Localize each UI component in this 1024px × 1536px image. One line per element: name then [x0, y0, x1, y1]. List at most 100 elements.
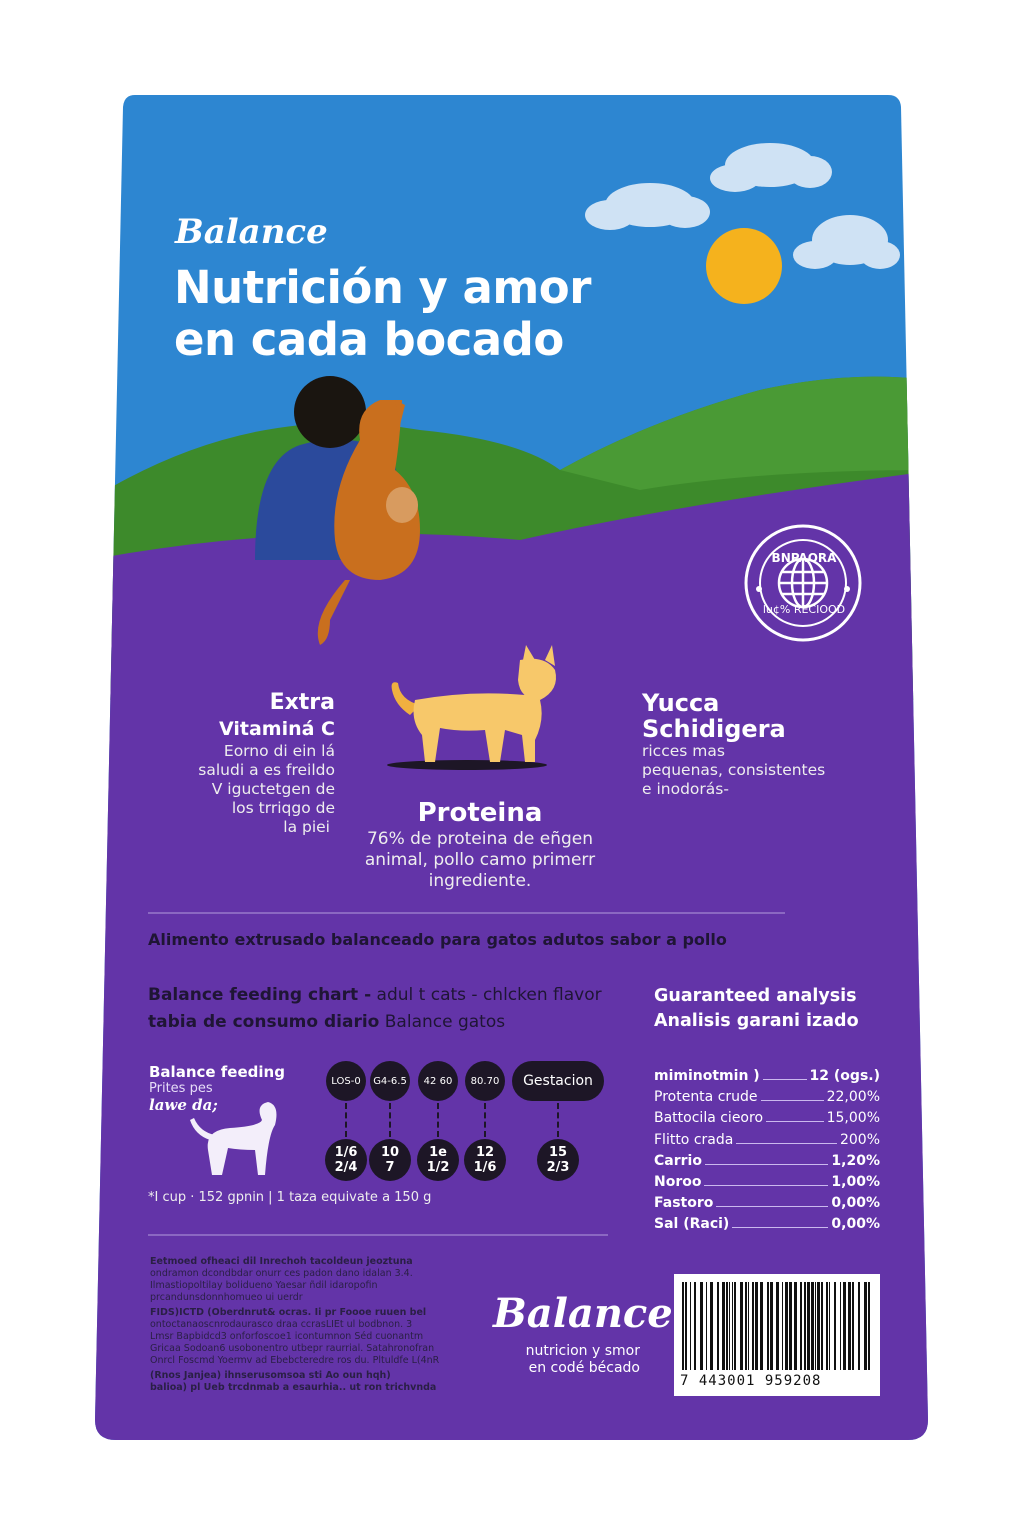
- sun-icon: [706, 228, 782, 304]
- feeding-subtitle-rest: Balance gatos: [379, 1012, 506, 1032]
- barcode-bar: [826, 1282, 828, 1370]
- tagline-line: en codé bécado: [528, 1360, 640, 1376]
- analysis-label: Carrio: [654, 1152, 702, 1169]
- footer-tagline: nutricion y smor en codé bécado: [500, 1343, 640, 1377]
- analysis-title-es: Analisis garani izado: [654, 1011, 859, 1031]
- connector-line: [389, 1103, 391, 1137]
- leader-line: [762, 1079, 807, 1080]
- analysis-value: 12 (ogs.): [809, 1068, 880, 1084]
- analysis-label: Protenta crude: [654, 1089, 758, 1106]
- fine-print-line: ontoctanaoscnrodaurasco draa ccrasLIEt u…: [150, 1319, 413, 1330]
- cat-silhouette-icon: [190, 1102, 277, 1175]
- barcode-bar: [732, 1282, 733, 1370]
- fine-print-line: Gricaa Sodoan6 usobonentro utbepr raurri…: [150, 1343, 435, 1354]
- barcode-bar: [734, 1282, 736, 1370]
- barcode-bar: [789, 1282, 792, 1370]
- feature-text: 76% de proteina de eñgen: [366, 829, 593, 849]
- barcode-bar: [804, 1282, 806, 1370]
- leader-line: [704, 1163, 829, 1165]
- barcode-bar: [864, 1282, 867, 1370]
- weight-badge: 42 60: [418, 1061, 458, 1101]
- amount-line: 2/4: [334, 1160, 358, 1175]
- feeding-title-bold: Balance feeding chart -: [148, 985, 372, 1005]
- feature-text: animal, pollo camo primerr: [364, 850, 596, 870]
- barcode-bar: [811, 1282, 814, 1370]
- feature-text: e inodorás-: [642, 780, 729, 798]
- feature-text: ricces mas: [642, 742, 725, 760]
- cloud-icon: [585, 183, 710, 230]
- headline: Nutrición y amor en cada bocado: [174, 262, 591, 366]
- leader-line: [736, 1142, 837, 1144]
- amount-line: 7: [385, 1160, 395, 1175]
- analysis-value: 0,00%: [831, 1216, 880, 1233]
- feature-text: los trriqgo de: [231, 799, 335, 817]
- barcode-bar: [710, 1282, 713, 1370]
- purple-ground: [95, 470, 928, 1440]
- barcode-bar: [745, 1282, 747, 1370]
- barcode-bar: [748, 1282, 749, 1370]
- fine-print-line: prcandunsdonnhomueo ui uerdr: [150, 1292, 303, 1303]
- amount-line: 1e: [429, 1145, 447, 1160]
- barcode-bar: [706, 1282, 707, 1370]
- connector-line: [345, 1103, 347, 1137]
- headline-line: en cada bocado: [174, 313, 564, 366]
- barcode-bar: [821, 1282, 823, 1370]
- fine-print-line: balioa) pl Ueb trcdnmab a esaurhia.. ut …: [150, 1382, 437, 1393]
- feature-text: saludi a es freildo: [198, 761, 335, 779]
- analysis-value: 1,00%: [831, 1174, 880, 1190]
- barcode-bar: [700, 1282, 703, 1370]
- amount-badge: 1e 1/2: [417, 1139, 459, 1181]
- leader-line: [732, 1227, 829, 1229]
- seal-badge: [744, 524, 862, 642]
- barcode-bar: [690, 1282, 691, 1370]
- person-hugging-cat-illustration: [255, 376, 420, 645]
- amount-line: 1/6: [334, 1145, 358, 1160]
- amount-line: 10: [380, 1145, 400, 1160]
- barcode-bar: [770, 1282, 773, 1370]
- feature-title: Proteina: [417, 798, 543, 828]
- fine-print-line: (Rnos Janjea) ihnserusomsoa sti Ao oun h…: [150, 1370, 391, 1381]
- barcode-bar: [726, 1282, 728, 1370]
- tagline-line: nutricion y smor: [525, 1343, 640, 1359]
- analysis-title: Guaranteed analysis Analisis garani izad…: [654, 984, 859, 1034]
- leader-line: [716, 1206, 829, 1208]
- barcode-bar: [685, 1282, 687, 1370]
- barcode-bar: [848, 1282, 851, 1370]
- analysis-row: Sal (Raci) 0,00%: [654, 1212, 880, 1232]
- analysis-value: 200%: [839, 1131, 880, 1148]
- feeding-title-rest: adul t cats - chlcken flavor: [371, 985, 602, 1005]
- barcode-bar: [694, 1282, 696, 1370]
- amount-badge: 10 7: [369, 1139, 411, 1181]
- feature-text: ingrediente.: [428, 871, 532, 891]
- leader-line: [704, 1185, 829, 1186]
- feeding-label-script: lawe da;: [149, 1096, 218, 1114]
- seal-top-text: BNPAORA: [771, 551, 837, 565]
- analysis-label: Flitto crada: [654, 1131, 734, 1148]
- footer-brand-logo: Balance: [493, 1290, 673, 1337]
- analysis-value: 22,00%: [826, 1089, 880, 1106]
- connector-line: [557, 1103, 559, 1137]
- barcode-bar: [868, 1282, 870, 1370]
- fine-print-line: Eetmoed ofheaci dil Inrechoh tacoldeun j…: [150, 1256, 413, 1267]
- analysis-label: Noroo: [654, 1174, 702, 1190]
- barcode-bar: [800, 1282, 802, 1370]
- leader-line: [760, 1100, 824, 1102]
- amount-badge: 15 2/3: [537, 1139, 579, 1181]
- amount-line: 2/3: [546, 1160, 570, 1175]
- barcode-bars: [682, 1282, 870, 1370]
- fine-print-line: Ilmastiopoltilay bolidueno Yaesar ñdil i…: [150, 1280, 378, 1291]
- barcode-bar: [752, 1282, 754, 1370]
- product-description: Alimento extrusado balanceado para gatos…: [148, 930, 727, 949]
- seal-bottom-text: lu¢% RECIOOD: [762, 603, 846, 616]
- feature-title: Extra: [269, 690, 335, 715]
- feeding-subtitle-bold: tabia de consumo diario: [148, 1012, 380, 1032]
- barcode-bar: [858, 1282, 860, 1370]
- weight-badge: Gestacion: [512, 1061, 604, 1101]
- weight-badge: LOS-0: [326, 1061, 366, 1101]
- fine-print: Eetmoed ofheaci dil Inrechoh tacoldeun j…: [150, 1256, 590, 1394]
- barcode-bar: [840, 1282, 841, 1370]
- amount-line: 15: [548, 1145, 568, 1160]
- barcode-bar: [717, 1282, 719, 1370]
- analysis-row: Battocila cieoro 15,00%: [654, 1106, 880, 1126]
